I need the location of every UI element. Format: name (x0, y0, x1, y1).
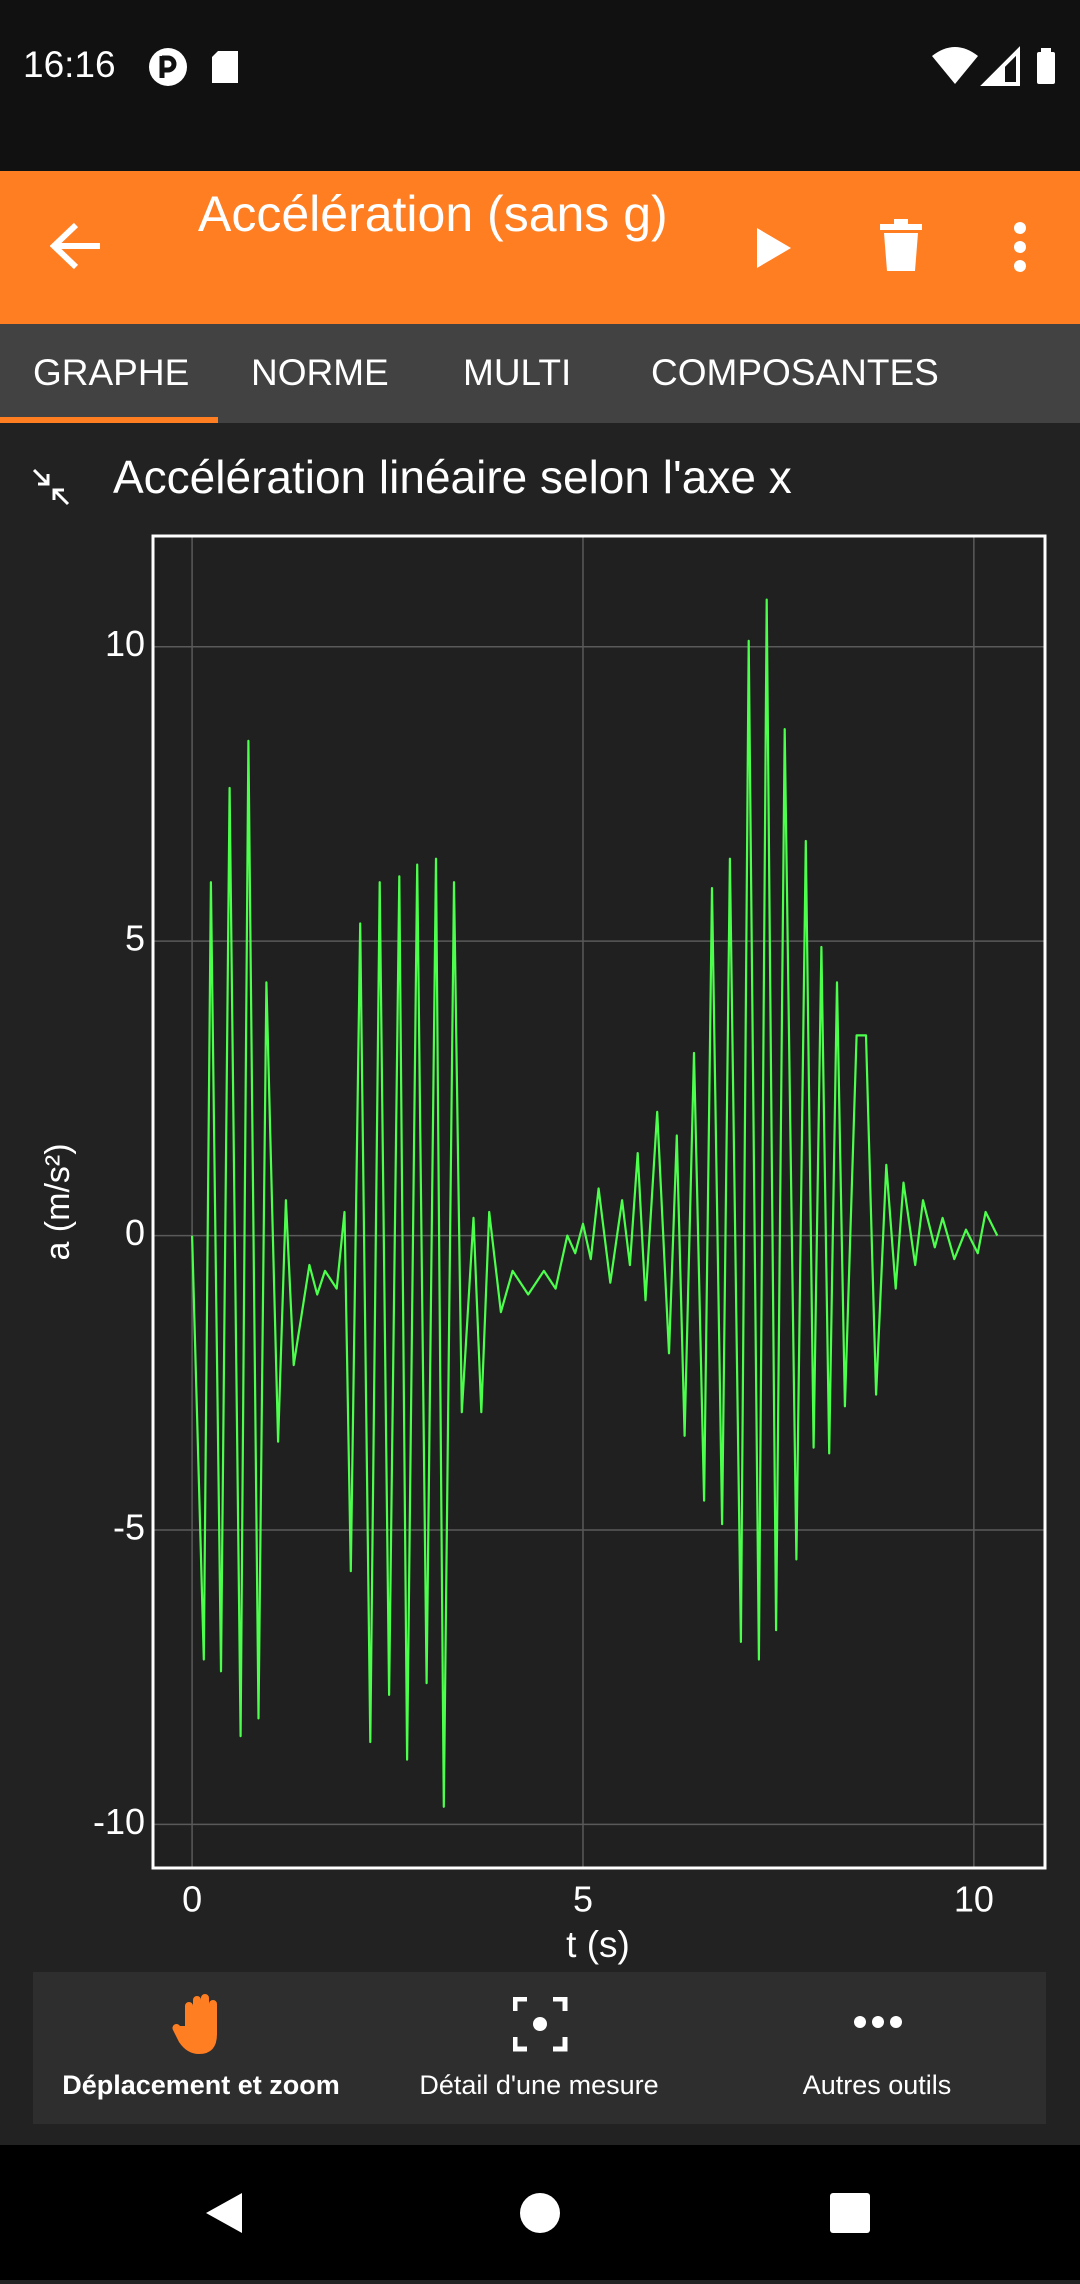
x-tick-label: 0 (182, 1879, 202, 1920)
data-line (191, 598, 999, 1808)
nav-recents[interactable] (830, 2193, 870, 2233)
tab[interactable]: COMPOSANTES (651, 352, 939, 393)
x-tick-label: 10 (954, 1879, 994, 1920)
status-icons-right (932, 46, 1055, 86)
collapse-icon[interactable] (32, 468, 70, 506)
tab[interactable]: MULTI (463, 352, 572, 393)
tab-bar: GRAPHE NORME MULTI COMPOSANTES (0, 324, 1080, 423)
menu-button[interactable] (1008, 221, 1032, 276)
hand-icon[interactable] (171, 1992, 236, 2057)
tab[interactable]: GRAPHE (33, 352, 190, 393)
plot-area (153, 536, 1045, 1868)
toolbar-title: Accélération (sans g) (198, 186, 668, 242)
y-tick-label: 0 (125, 1212, 145, 1253)
y-axis-label: a (m/s²) (39, 1143, 77, 1260)
y-tick-label: 10 (105, 623, 145, 664)
nav-bar (0, 2145, 1080, 2280)
detail-icon[interactable] (513, 1997, 568, 2052)
status-bar: 16:16 (0, 0, 1080, 171)
delete-button[interactable] (880, 219, 925, 274)
play-button[interactable] (755, 226, 795, 271)
x-axis-label: t (s) (566, 1924, 630, 1965)
clock: 16:16 (23, 44, 116, 85)
nav-home[interactable] (520, 2193, 560, 2233)
tool-label[interactable]: Autres outils (802, 2070, 952, 2100)
back-button[interactable] (50, 221, 105, 271)
chart-title: Accélération linéaire selon l'axe x (113, 451, 792, 503)
x-tick-label: 5 (573, 1879, 593, 1920)
y-tick-label: -5 (113, 1507, 145, 1548)
plot-frame (151, 534, 1047, 1870)
y-tick-label: 5 (125, 918, 145, 959)
y-tick-label: -10 (93, 1801, 145, 1842)
toolbar: Accélération (sans g) (0, 171, 1080, 324)
chart: Accélération linéaire selon l'axe x t (s… (32, 451, 1047, 1965)
tool-label[interactable]: Détail d'une mesure (419, 2070, 659, 2100)
nav-buttons (206, 2193, 870, 2233)
more-icon[interactable] (853, 2012, 903, 2032)
tool-label[interactable]: Déplacement et zoom (62, 2070, 340, 2100)
tab-indicator (0, 417, 218, 423)
nav-back[interactable] (206, 2193, 242, 2233)
tab[interactable]: NORME (251, 352, 389, 393)
status-icons (149, 48, 238, 86)
tool-bar: Déplacement et zoom Détail d'une mesure … (33, 1972, 1046, 2124)
